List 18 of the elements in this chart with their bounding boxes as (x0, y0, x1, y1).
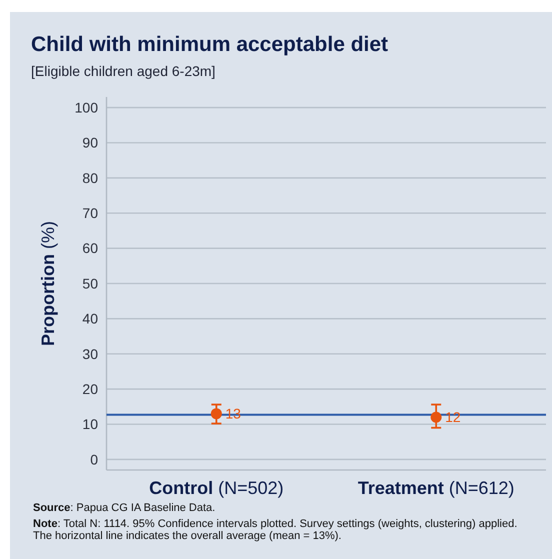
y-tick-label: 10 (82, 416, 98, 432)
y-tick-label: 60 (82, 240, 98, 256)
chart-title: Child with minimum acceptable diet (31, 33, 388, 56)
y-tick-label: 90 (82, 134, 98, 151)
y-tick-label: 30 (82, 346, 98, 362)
text: Note: Total N: 1114. 95% Confidence intervals plotted. Survey settings (weights, clustering) applied. The horizontal line indicates the overall average (mean = 13%). (33, 518, 518, 542)
y-tick-label: 40 (82, 310, 98, 327)
chart-subtitle: [Eligible children aged 6-23m] (31, 63, 216, 79)
x-tick-label: Control (N=502) (149, 478, 284, 498)
source-note: Source: Papua CG IA Baseline Data. (33, 502, 216, 514)
y-axis-title: Proportion (%) (38, 221, 58, 346)
y-tick-label: 70 (82, 205, 98, 222)
y-tick-label: 0 (90, 451, 98, 468)
y-tick-label: 20 (82, 380, 98, 397)
y-tick-label: 50 (82, 275, 98, 292)
y-tick-label: 100 (74, 99, 98, 116)
x-tick-label: Treatment (N=612) (358, 478, 514, 498)
y-tick-label: 80 (82, 170, 98, 186)
